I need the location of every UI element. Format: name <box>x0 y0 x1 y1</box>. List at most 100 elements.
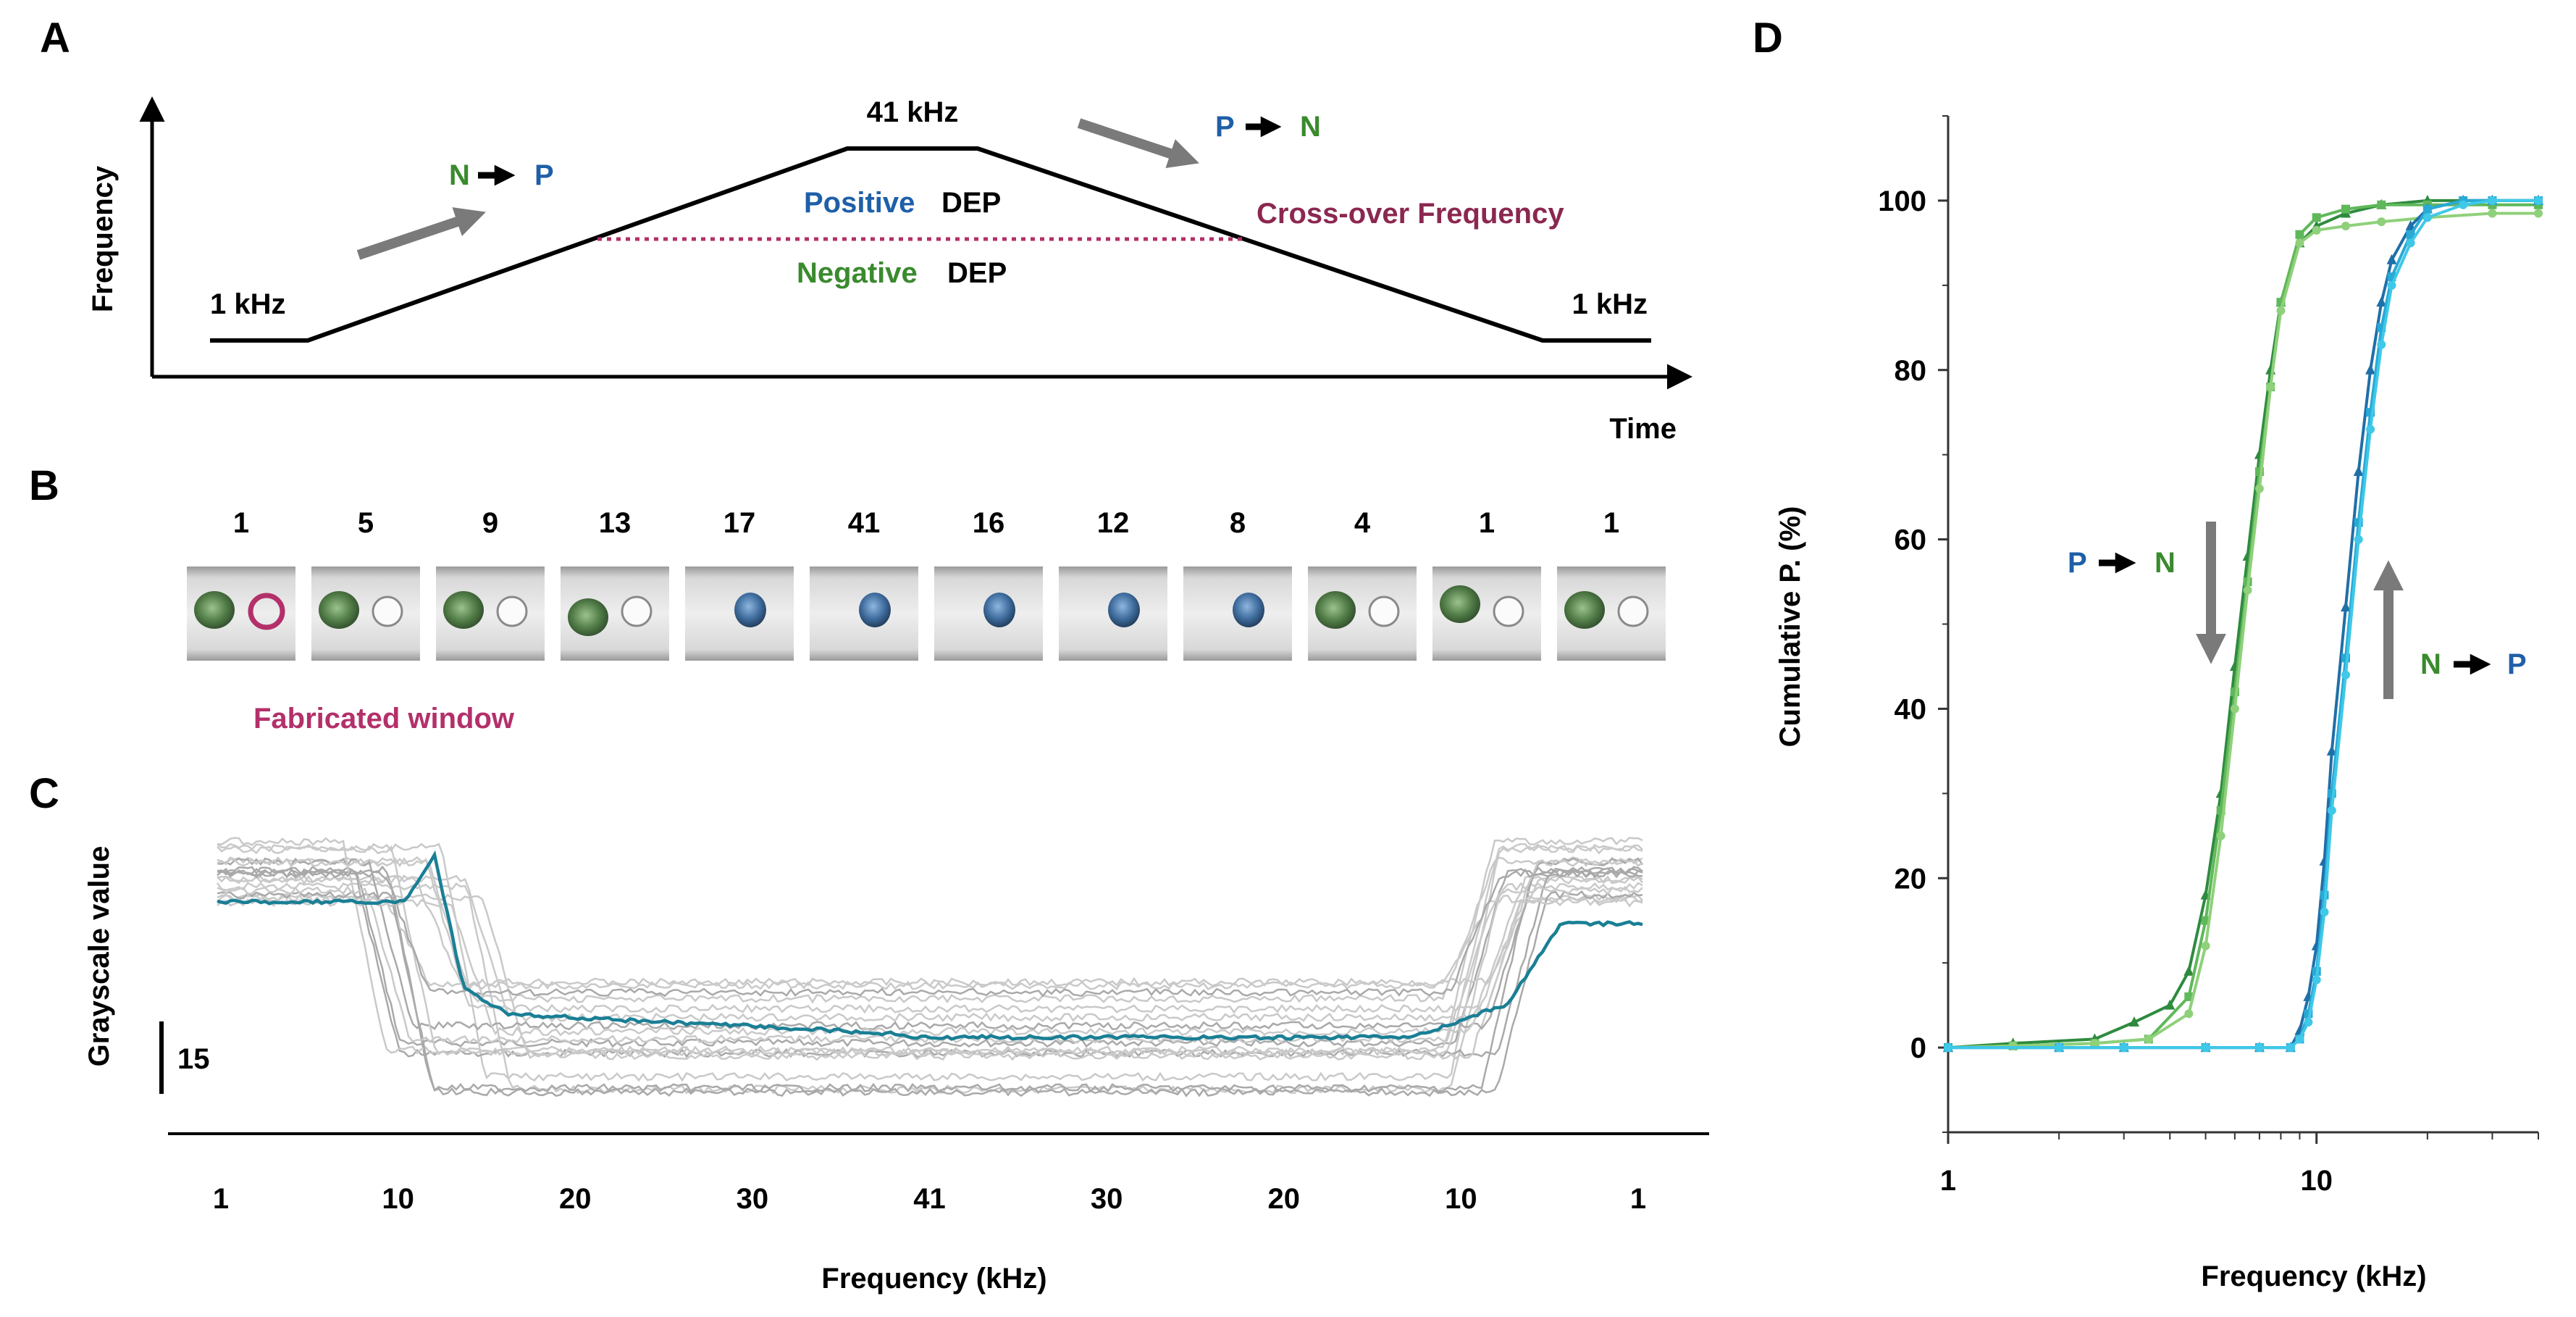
d-point <box>2184 1009 2194 1019</box>
b-caption: Fabricated window <box>253 703 515 735</box>
b-frame-label: 8 <box>1230 507 1246 539</box>
c-gray-trace <box>217 874 1643 987</box>
c-gray-trace <box>217 865 1643 1093</box>
d-point <box>2353 466 2364 477</box>
d-point <box>2326 745 2337 756</box>
b-frame-label: 13 <box>599 507 632 539</box>
b-frame: 13 <box>561 507 669 661</box>
panel-a: A Frequency Time 1 kHz 41 kHz 1 kHz N P … <box>40 14 1692 445</box>
d-point <box>2055 1043 2064 1053</box>
a-up-arrow <box>356 207 486 260</box>
c-gray-trace <box>217 874 1643 1023</box>
d-point <box>2230 704 2239 714</box>
b-frame: 9 <box>436 507 545 661</box>
d-point <box>2377 340 2386 349</box>
d-point <box>2165 999 2176 1010</box>
d-point <box>2387 280 2396 290</box>
d-y-tick-label: 80 <box>1895 355 1927 387</box>
d-xlabel: Frequency (kHz) <box>2201 1260 2426 1292</box>
b-cell-green <box>1564 591 1605 629</box>
d-point <box>2243 585 2252 595</box>
d-point <box>2488 209 2497 218</box>
c-traces <box>216 837 1644 1098</box>
d-point <box>2459 200 2468 209</box>
a-end-label: 1 kHz <box>1572 288 1648 320</box>
c-tick-label: 41 <box>913 1183 946 1215</box>
d-chart: 0 20 40 60 80 100 1 10 <box>1878 115 2543 1197</box>
a-down-to: N <box>1300 111 1321 143</box>
d-point <box>2488 196 2497 205</box>
b-frame-label: 1 <box>1603 507 1619 539</box>
d-point <box>2354 535 2363 544</box>
c-gray-trace <box>217 898 1643 1037</box>
c-gray-trace <box>217 892 1643 1061</box>
d-point <box>2254 1043 2264 1053</box>
b-frame-label: 1 <box>1479 507 1495 539</box>
d-y-tick-label: 60 <box>1895 524 1927 556</box>
d-point <box>2312 213 2321 222</box>
d-point <box>2276 306 2286 315</box>
a-peak-label: 41 kHz <box>867 96 959 128</box>
b-cell-green <box>319 591 359 629</box>
b-frame-label: 9 <box>482 507 498 539</box>
c-tick-label: 20 <box>1268 1183 1301 1215</box>
c-tick-label: 1 <box>213 1183 229 1215</box>
c-gray-trace <box>217 890 1643 1098</box>
d-point <box>1944 1043 1952 1053</box>
b-frame: 17 <box>685 507 794 661</box>
c-gray-trace <box>217 868 1643 998</box>
b-frame-label: 4 <box>1354 507 1371 539</box>
a-down-arrow <box>1077 118 1199 168</box>
d-np-to: P <box>2507 648 2527 680</box>
d-ylabel: Cumulative P. (%) <box>1774 506 1806 748</box>
b-cell-green <box>443 591 484 629</box>
b-window <box>1617 595 1649 627</box>
b-window-marker <box>248 593 285 630</box>
b-frame: 1 <box>187 507 295 661</box>
d-point <box>2184 992 2194 1001</box>
b-cell-blue <box>983 593 1015 627</box>
d-point <box>2327 806 2336 815</box>
b-window <box>372 595 403 627</box>
c-gray-trace <box>217 893 1643 991</box>
d-point <box>2365 364 2376 375</box>
c-tick-label: 20 <box>559 1183 592 1215</box>
d-point <box>2119 1043 2128 1053</box>
d-x-tick-label: 1 <box>1940 1165 1956 1197</box>
b-cell-blue <box>734 593 766 627</box>
d-point <box>2128 1016 2139 1027</box>
a-positive-dep: DEP <box>941 187 1001 219</box>
panel-letter-d: D <box>1753 14 1783 62</box>
c-tick-label: 10 <box>1445 1183 1477 1215</box>
a-up-to: P <box>534 159 554 191</box>
c-xlabel: Frequency (kHz) <box>821 1263 1046 1295</box>
d-point <box>2216 831 2225 840</box>
b-frame: 41 <box>810 507 918 661</box>
b-frame-label: 5 <box>358 507 374 539</box>
d-point <box>2377 217 2386 227</box>
d-point <box>2341 204 2351 214</box>
b-cell-green <box>1440 585 1480 623</box>
b-frame: 8 <box>1183 507 1292 661</box>
b-frame-label: 16 <box>973 507 1005 539</box>
a-negative-dep: DEP <box>947 257 1007 289</box>
d-point <box>2295 230 2304 239</box>
b-frame-label: 12 <box>1097 507 1130 539</box>
d-point <box>2406 238 2415 248</box>
d-point <box>2341 221 2351 230</box>
d-point <box>2286 1043 2295 1053</box>
b-cell-green <box>1315 591 1356 629</box>
d-point <box>2201 1043 2210 1053</box>
d-point <box>2183 965 2194 976</box>
c-gray-trace <box>217 857 1644 1031</box>
c-tick-label: 30 <box>737 1183 769 1215</box>
a-positive-word: Positive <box>804 187 915 219</box>
a-down-from: P <box>1215 111 1235 143</box>
a-ylabel: Frequency <box>87 165 119 312</box>
d-point <box>2320 908 2329 917</box>
d-point <box>2312 225 2321 235</box>
d-point <box>2386 254 2397 264</box>
b-frame-label: 1 <box>233 507 249 539</box>
d-point <box>2144 1034 2153 1044</box>
d-point <box>2254 484 2264 493</box>
